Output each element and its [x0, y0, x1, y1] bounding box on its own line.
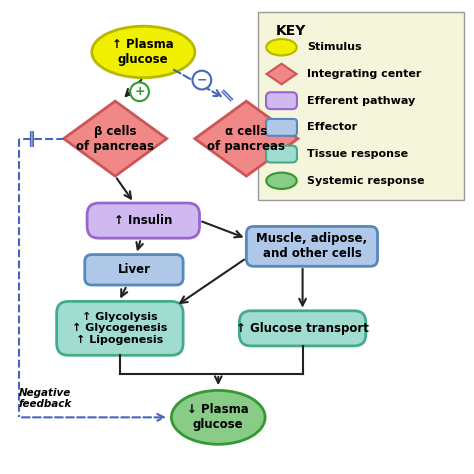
- Text: Effector: Effector: [307, 122, 357, 132]
- FancyBboxPatch shape: [85, 255, 183, 285]
- Text: Tissue response: Tissue response: [307, 149, 409, 159]
- Ellipse shape: [266, 173, 297, 189]
- Text: KEY: KEY: [276, 24, 306, 38]
- FancyBboxPatch shape: [266, 92, 297, 109]
- Text: Systemic response: Systemic response: [307, 176, 425, 186]
- Text: ↑ Glucose transport: ↑ Glucose transport: [236, 322, 369, 335]
- FancyBboxPatch shape: [258, 12, 464, 200]
- FancyBboxPatch shape: [87, 203, 200, 238]
- Text: ‖: ‖: [219, 88, 234, 102]
- Polygon shape: [195, 101, 298, 176]
- Ellipse shape: [92, 26, 195, 78]
- FancyBboxPatch shape: [246, 227, 377, 266]
- Text: Stimulus: Stimulus: [307, 42, 362, 52]
- FancyBboxPatch shape: [57, 301, 183, 356]
- Text: ↓ Plasma
glucose: ↓ Plasma glucose: [187, 403, 249, 431]
- Text: ‖: ‖: [27, 131, 35, 146]
- Polygon shape: [266, 64, 297, 84]
- Text: Negative
feedback: Negative feedback: [18, 388, 72, 410]
- Polygon shape: [64, 101, 167, 176]
- Text: −: −: [197, 73, 207, 87]
- Text: ↑ Glycolysis
↑ Glycogenesis
↑ Lipogenesis: ↑ Glycolysis ↑ Glycogenesis ↑ Lipogenesi…: [72, 311, 168, 345]
- Text: Efferent pathway: Efferent pathway: [307, 96, 416, 106]
- Ellipse shape: [172, 391, 265, 444]
- Ellipse shape: [266, 39, 297, 55]
- Text: β cells
of pancreas: β cells of pancreas: [76, 125, 154, 153]
- Circle shape: [130, 82, 149, 101]
- Text: ↑ Plasma
glucose: ↑ Plasma glucose: [112, 38, 174, 66]
- Text: +: +: [134, 85, 145, 98]
- Text: Liver: Liver: [118, 263, 150, 276]
- Circle shape: [192, 71, 211, 90]
- FancyBboxPatch shape: [266, 119, 297, 136]
- Text: ↑ Insulin: ↑ Insulin: [114, 214, 173, 227]
- Text: Integrating center: Integrating center: [307, 69, 422, 79]
- Text: Muscle, adipose,
and other cells: Muscle, adipose, and other cells: [256, 232, 367, 260]
- FancyBboxPatch shape: [239, 311, 366, 346]
- FancyBboxPatch shape: [266, 146, 297, 163]
- Text: α cells
of pancreas: α cells of pancreas: [207, 125, 285, 153]
